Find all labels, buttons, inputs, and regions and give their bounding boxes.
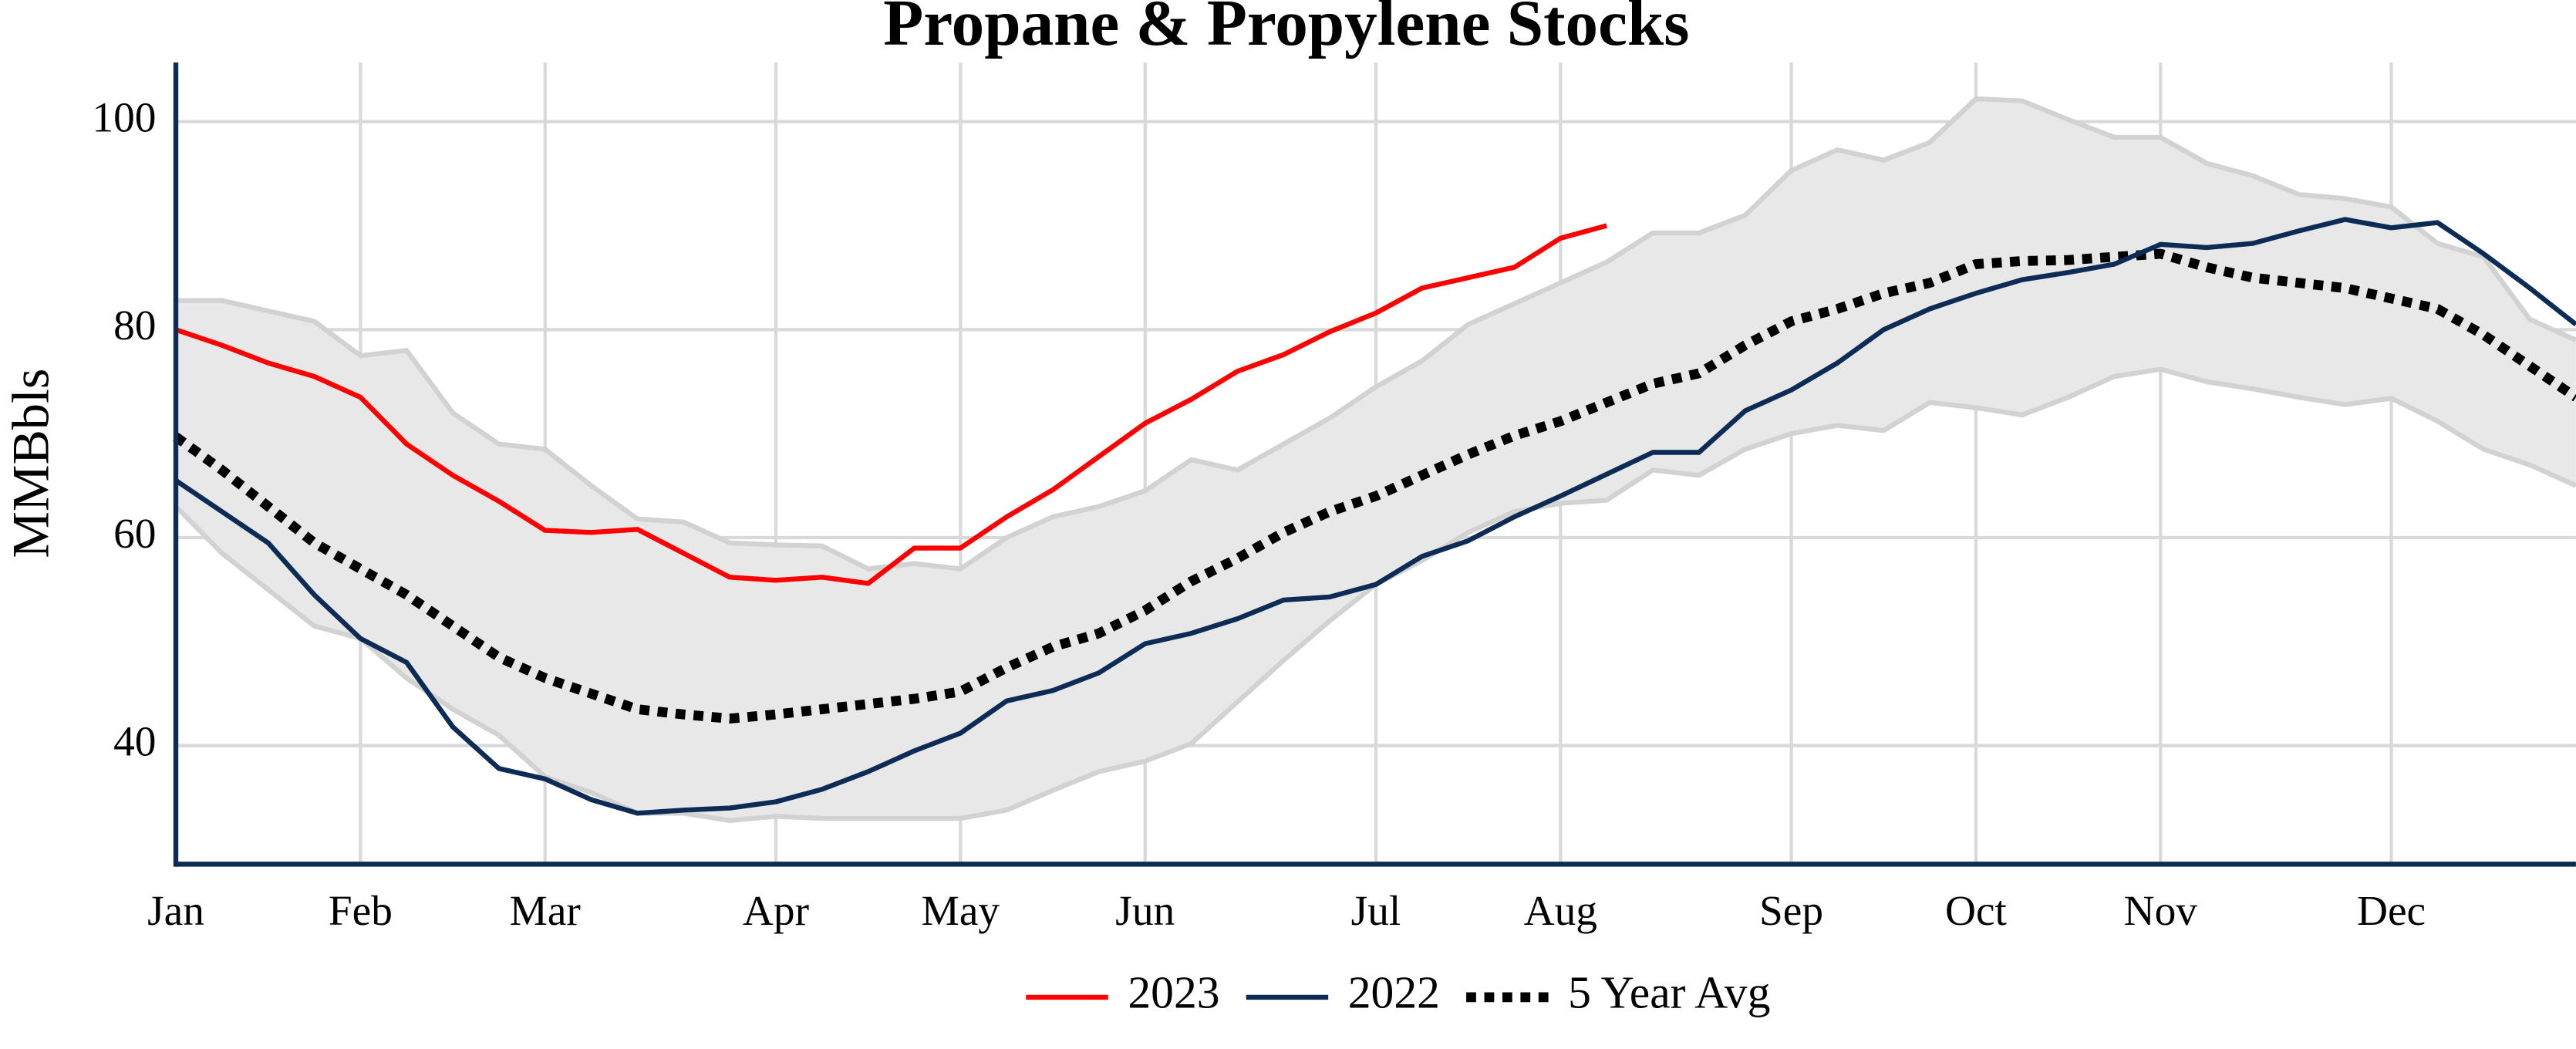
- series-line: [174, 223, 1608, 586]
- legend-label: 2023: [1128, 967, 1219, 1018]
- x-tick-label: Jun: [1115, 887, 1175, 934]
- x-tick-label: Nov: [2124, 887, 2198, 934]
- series-line: [173, 248, 2576, 724]
- x-tick-label: Feb: [329, 887, 393, 934]
- legend-label: 5 Year Avg: [1568, 967, 1770, 1018]
- x-tick-label: Jul: [1351, 887, 1401, 934]
- x-tick-label: Aug: [1524, 887, 1597, 934]
- y-tick-label: 60: [113, 510, 156, 557]
- legend-label: 2022: [1348, 967, 1440, 1018]
- y-tick-label: 80: [113, 302, 156, 349]
- x-tick-label: Sep: [1759, 887, 1823, 934]
- x-tick-label: May: [922, 887, 1000, 934]
- y-tick-label: 100: [92, 93, 156, 140]
- x-tick-label: Jan: [147, 887, 204, 934]
- chart-title: Propane & Propylene Stocks: [883, 0, 1689, 59]
- y-axis-label: MMBbls: [2, 369, 60, 558]
- y-tick-label: 40: [113, 717, 156, 764]
- series-line: [174, 217, 2576, 816]
- x-tick-label: Dec: [2357, 887, 2426, 934]
- range-edge: [175, 96, 2576, 572]
- x-tick-label: Oct: [1945, 887, 2008, 934]
- x-tick-label: Apr: [743, 887, 809, 934]
- x-tick-label: Mar: [510, 887, 581, 934]
- range-band: [175, 99, 2576, 821]
